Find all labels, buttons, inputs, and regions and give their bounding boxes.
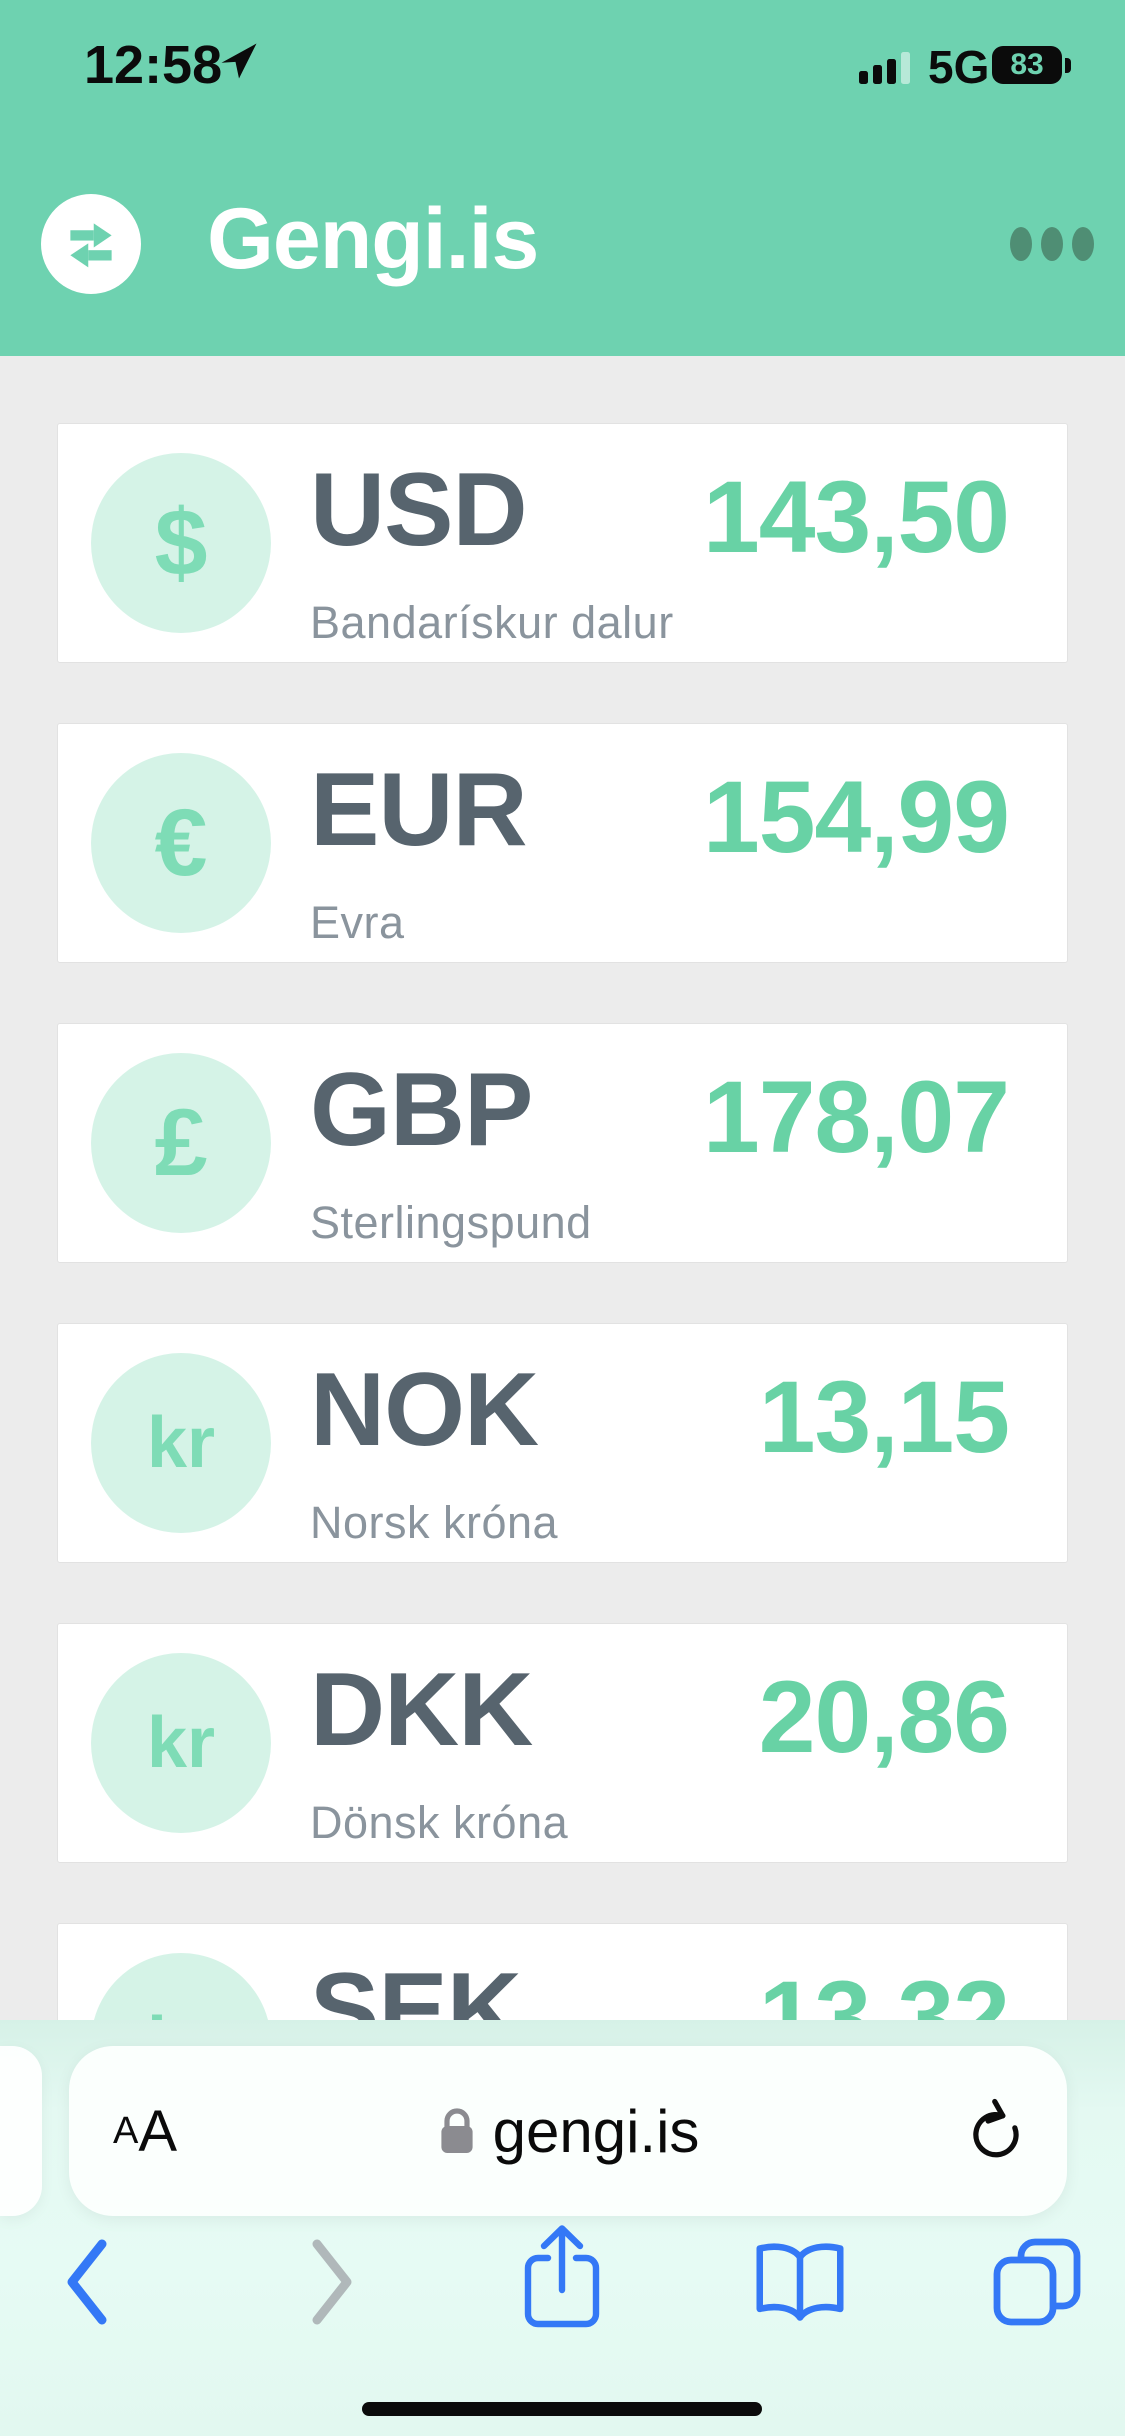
url-display: gengi.is: [69, 2046, 1067, 2216]
currency-name: Bandarískur dalur: [310, 597, 674, 648]
currency-card-eur[interactable]: € EUR Evra 154,99: [57, 723, 1068, 963]
reload-icon[interactable]: [965, 2096, 1027, 2164]
currency-code: DKK: [310, 1652, 533, 1768]
currency-code: GBP: [310, 1052, 533, 1168]
gengi-logo[interactable]: [41, 194, 141, 294]
signal-strength-icon: [859, 50, 915, 84]
currency-card-usd[interactable]: $ USD Bandarískur dalur 143,50: [57, 423, 1068, 663]
currency-card-dkk[interactable]: kr DKK Dönsk króna 20,86: [57, 1623, 1068, 1863]
currency-rate: 143,50: [703, 460, 1010, 574]
currency-name: Evra: [310, 897, 405, 948]
currency-symbol-circle: €: [91, 753, 271, 933]
forward-button[interactable]: [309, 2238, 357, 2326]
reader-a-large: A: [138, 2098, 178, 2164]
share-icon[interactable]: [518, 2222, 606, 2334]
reader-a-small: A: [113, 2109, 139, 2152]
currency-symbol-circle: kr: [91, 1353, 271, 1533]
euro-icon: €: [154, 789, 208, 896]
currency-symbol-circle: kr: [91, 1653, 271, 1833]
menu-ellipsis-icon[interactable]: [1010, 227, 1094, 261]
currency-rate: 154,99: [703, 760, 1010, 874]
currency-symbol-circle: £: [91, 1053, 271, 1233]
currency-code: USD: [310, 452, 528, 568]
currency-symbol-circle: kr: [91, 1953, 271, 2020]
currency-code: SEK: [310, 1952, 522, 2020]
currency-card-gbp[interactable]: £ GBP Sterlingspund 178,07: [57, 1023, 1068, 1263]
exchange-arrows-icon: [70, 223, 112, 268]
currency-card-nok[interactable]: kr NOK Norsk króna 13,15: [57, 1323, 1068, 1563]
krona-icon: kr: [147, 2007, 215, 2020]
app-header: 12:58 5G 83 Gengi.is: [0, 0, 1125, 356]
currency-rate: 13,32: [758, 1960, 1010, 2020]
battery-tip: [1065, 58, 1071, 73]
adjacent-tab-pill[interactable]: [0, 2046, 42, 2216]
currency-name: Dönsk króna: [310, 1797, 569, 1848]
tabs-icon[interactable]: [989, 2234, 1085, 2330]
currency-symbol-circle: $: [91, 453, 271, 633]
currency-card-sek[interactable]: kr SEK 13,32: [57, 1923, 1068, 2020]
currency-rate: 178,07: [703, 1060, 1010, 1174]
bookmarks-icon[interactable]: [742, 2238, 858, 2330]
currency-name: Norsk króna: [310, 1497, 559, 1548]
back-button[interactable]: [62, 2238, 110, 2326]
network-type-label: 5G: [928, 41, 990, 93]
pound-icon: £: [154, 1089, 208, 1196]
currency-rate: 13,15: [758, 1360, 1010, 1474]
battery-percent: 83: [1010, 48, 1044, 81]
lock-icon: [440, 2108, 473, 2153]
dollar-icon: $: [154, 489, 208, 596]
url-text: gengi.is: [492, 2097, 700, 2165]
status-time: 12:58: [84, 35, 223, 95]
home-indicator[interactable]: [362, 2402, 762, 2416]
page-title: Gengi.is: [207, 191, 539, 287]
currency-code: NOK: [310, 1352, 539, 1468]
currency-rate: 20,86: [758, 1660, 1010, 1774]
location-services-icon: [221, 43, 257, 79]
currency-list: $ USD Bandarískur dalur 143,50 € EUR Evr…: [0, 356, 1125, 2020]
currency-code: EUR: [310, 752, 528, 868]
battery-icon: 83: [992, 46, 1062, 84]
krona-icon: kr: [146, 1703, 216, 1783]
currency-name: Sterlingspund: [310, 1197, 592, 1248]
krona-icon: kr: [146, 1403, 216, 1483]
